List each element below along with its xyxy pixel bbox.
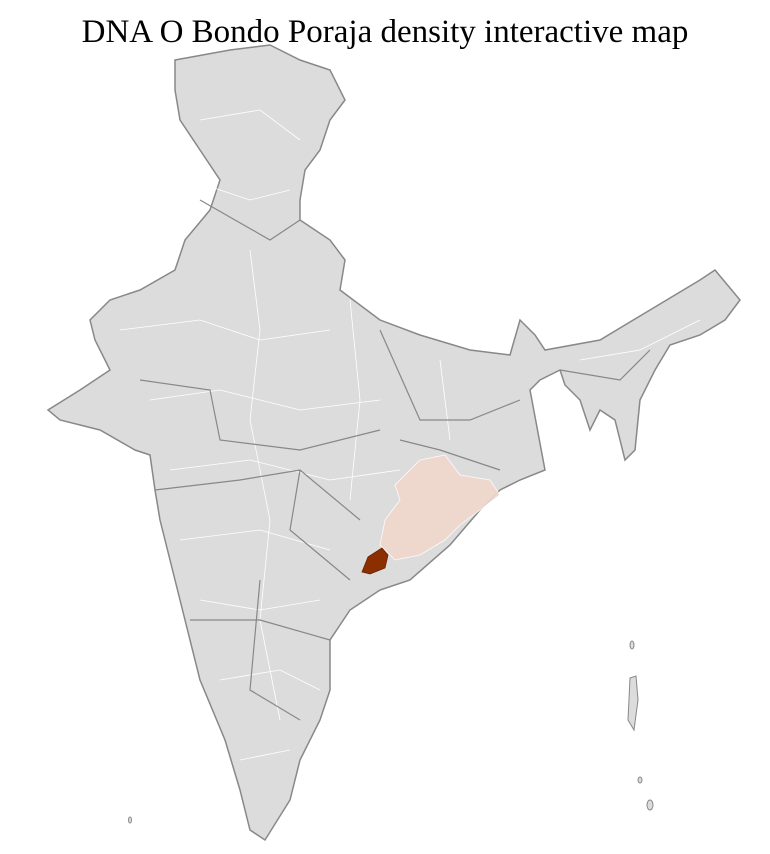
low-density-region[interactable] [379, 454, 501, 561]
islands [128, 640, 654, 824]
india-outline[interactable] [46, 44, 741, 842]
high-density-region[interactable] [361, 547, 389, 575]
map-title: DNA O Bondo Poraja density interactive m… [81, 14, 689, 50]
state-borders [139, 199, 651, 721]
district-lines [119, 109, 701, 761]
